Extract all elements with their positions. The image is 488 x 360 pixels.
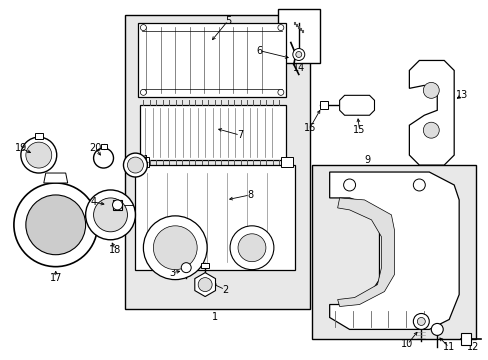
Text: 14: 14 (292, 63, 305, 73)
Text: 7: 7 (236, 130, 243, 140)
Text: 16: 16 (303, 123, 315, 133)
Polygon shape (408, 60, 453, 165)
Circle shape (416, 318, 425, 325)
Polygon shape (194, 273, 215, 297)
Text: 18: 18 (109, 245, 122, 255)
Bar (138, 23, 285, 97)
Text: 9: 9 (364, 155, 370, 165)
Bar (319, 101, 327, 109)
Bar (460, 333, 470, 345)
Circle shape (93, 198, 127, 232)
Bar (135, 165, 294, 270)
Circle shape (14, 183, 98, 267)
Circle shape (140, 89, 146, 95)
Bar (280, 157, 292, 167)
Circle shape (143, 216, 207, 280)
Text: 11: 11 (442, 342, 454, 352)
Circle shape (140, 24, 146, 31)
Text: 10: 10 (401, 339, 413, 349)
Text: 17: 17 (49, 273, 62, 283)
Circle shape (277, 89, 283, 95)
Circle shape (93, 148, 113, 168)
Text: 20: 20 (89, 143, 102, 153)
Bar (311, 165, 475, 339)
Circle shape (21, 137, 57, 173)
Circle shape (123, 153, 147, 177)
Text: 8: 8 (246, 190, 252, 200)
Circle shape (153, 226, 197, 270)
Circle shape (112, 200, 122, 210)
Circle shape (229, 226, 273, 270)
Circle shape (277, 24, 283, 31)
Circle shape (295, 51, 301, 58)
Text: 4: 4 (90, 197, 97, 207)
Text: 12: 12 (466, 342, 478, 352)
Text: 3: 3 (169, 267, 175, 278)
Text: 15: 15 (353, 125, 365, 135)
Bar (277, 9, 319, 63)
Polygon shape (112, 200, 122, 210)
Circle shape (423, 82, 438, 98)
Polygon shape (329, 172, 458, 329)
Circle shape (181, 263, 191, 273)
Polygon shape (44, 173, 67, 183)
Circle shape (430, 323, 442, 336)
Text: 2: 2 (222, 284, 228, 294)
Circle shape (238, 234, 265, 262)
Bar (101, 144, 106, 149)
Text: 21: 21 (137, 155, 149, 165)
Bar (201, 263, 209, 268)
Circle shape (412, 179, 425, 191)
Circle shape (85, 190, 135, 240)
Polygon shape (339, 95, 374, 115)
Circle shape (423, 122, 438, 138)
Circle shape (412, 314, 428, 329)
Bar (125, 15, 309, 309)
Circle shape (343, 179, 355, 191)
Text: 19: 19 (15, 143, 27, 153)
Polygon shape (337, 198, 394, 306)
Circle shape (292, 49, 304, 60)
Circle shape (198, 278, 212, 292)
Circle shape (26, 195, 85, 255)
Text: 5: 5 (224, 15, 231, 26)
Text: 6: 6 (255, 45, 262, 55)
Circle shape (26, 142, 52, 168)
Circle shape (127, 157, 143, 173)
Bar (140, 105, 285, 160)
Bar (137, 157, 149, 167)
Bar (35, 133, 42, 139)
Text: 13: 13 (455, 90, 468, 100)
Text: 1: 1 (212, 312, 218, 323)
